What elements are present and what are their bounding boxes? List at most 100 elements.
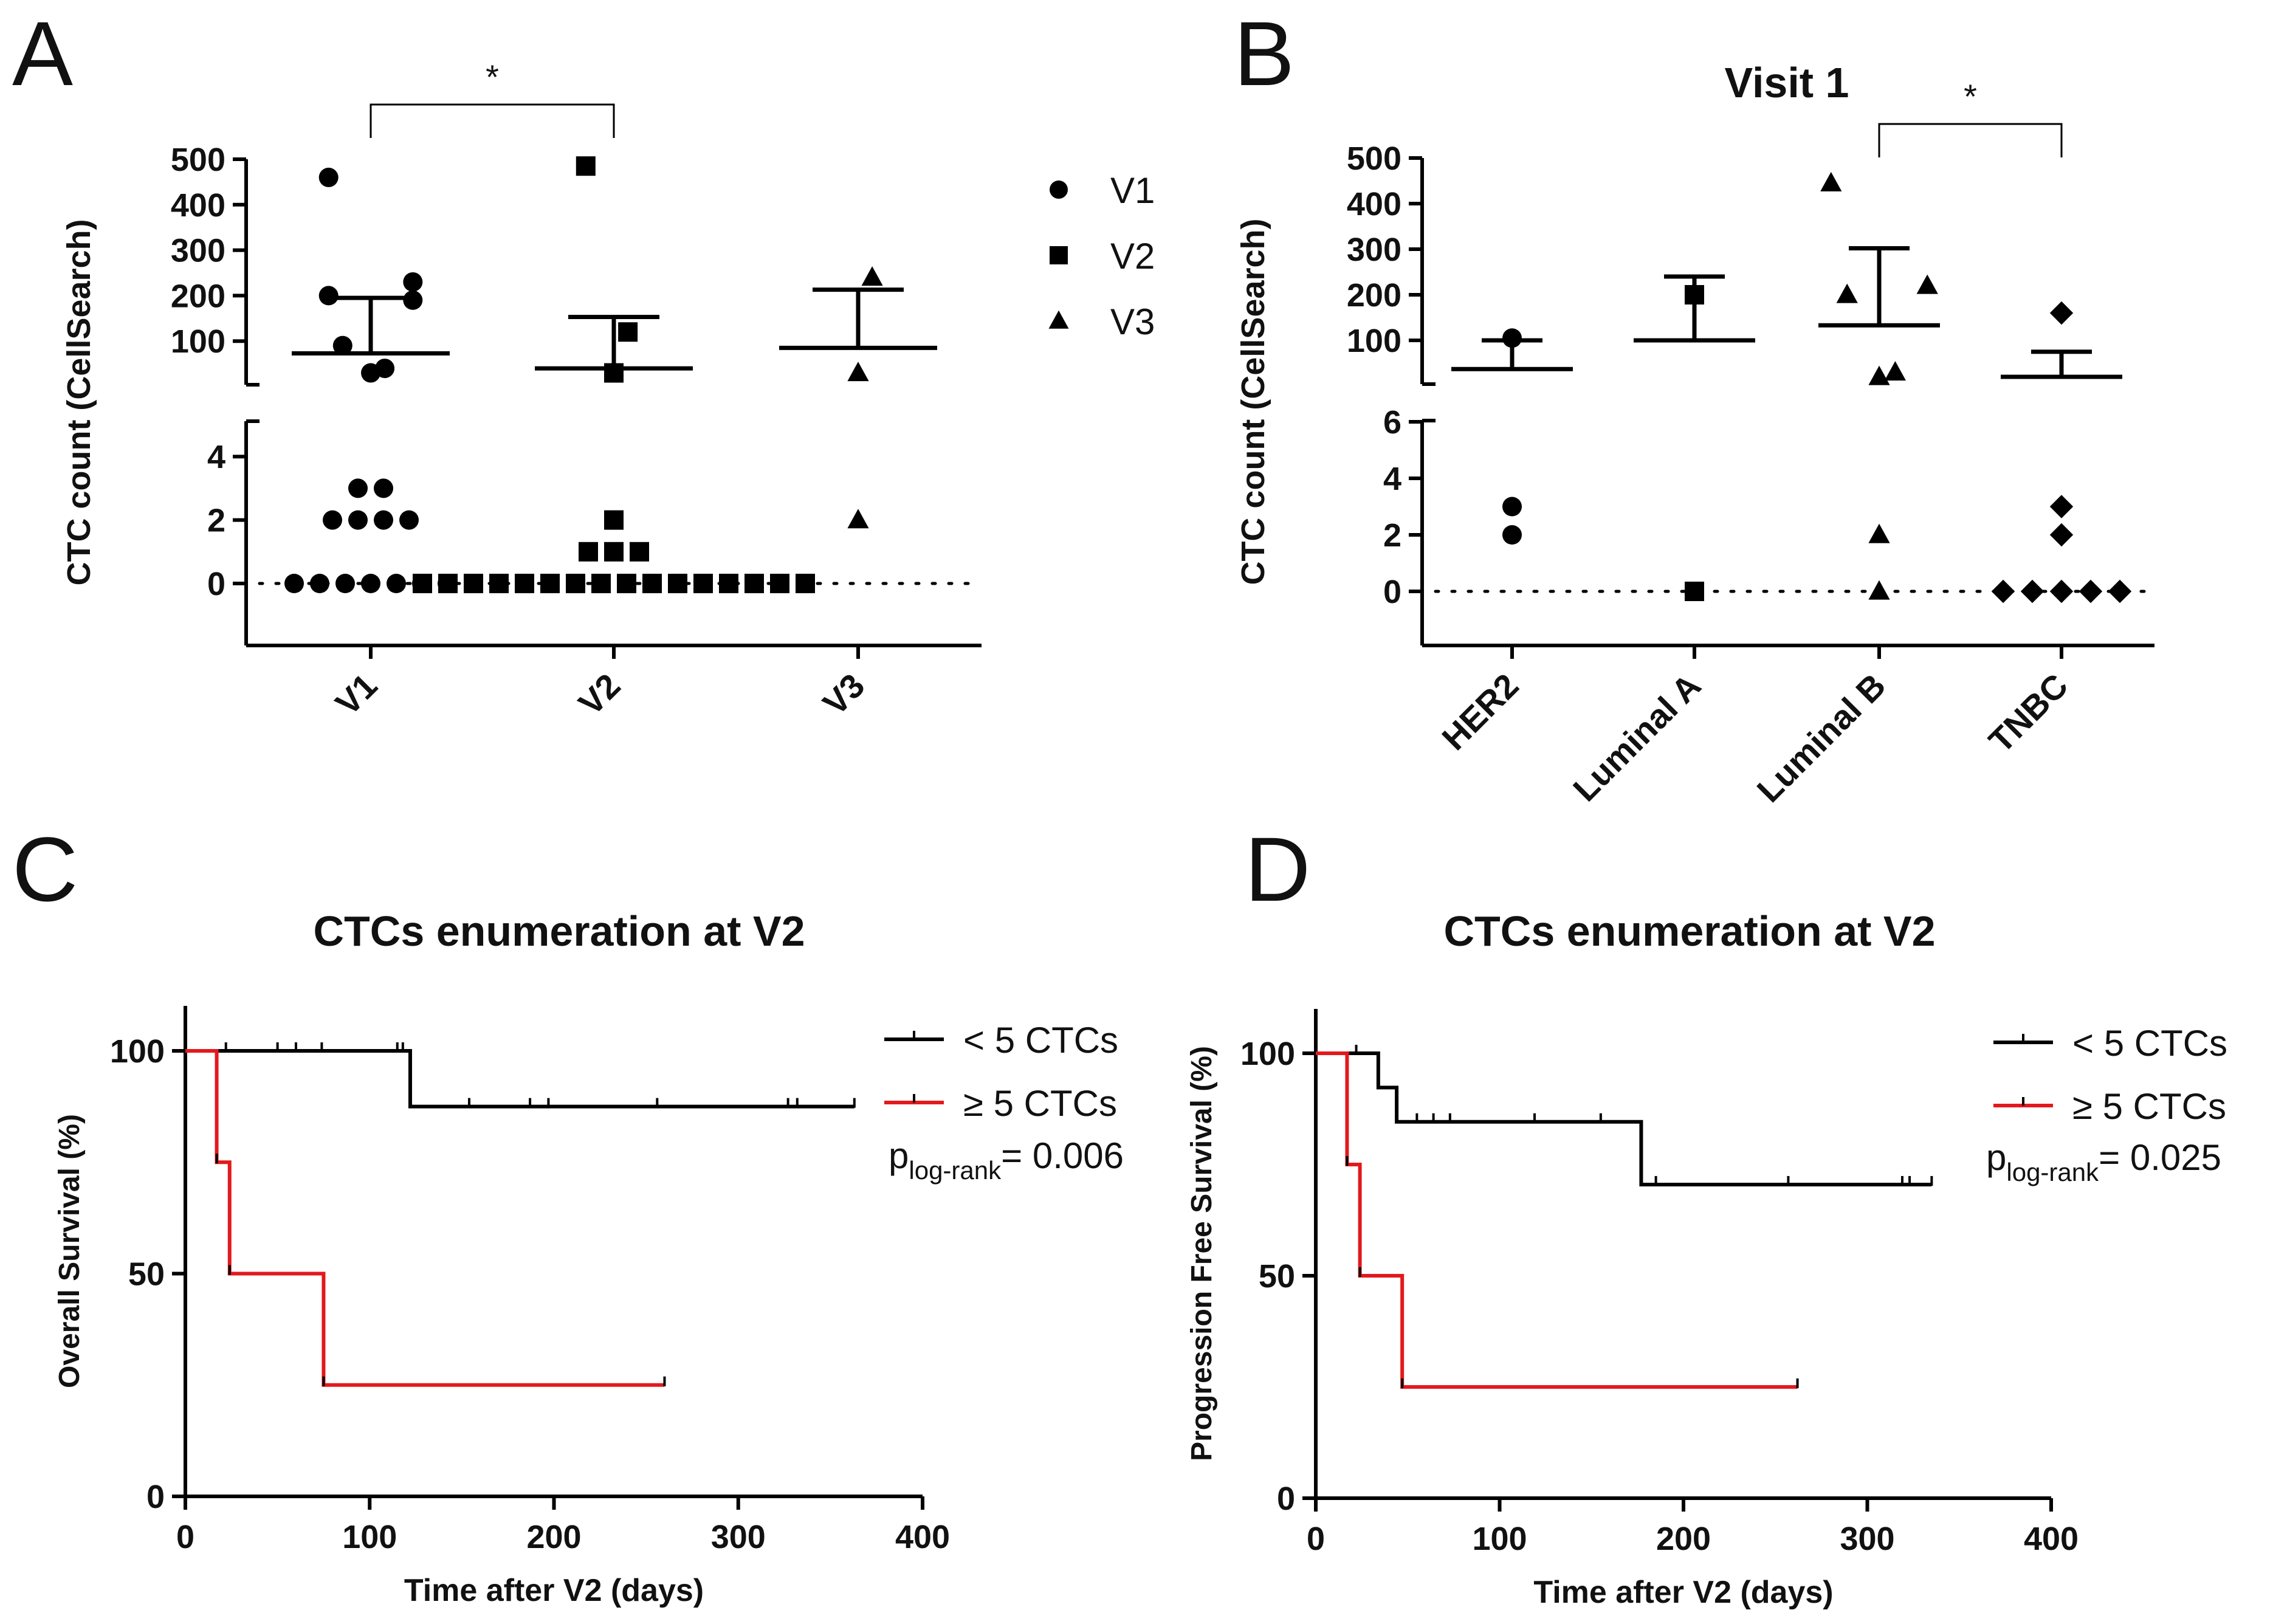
x-tick-label: 100 (342, 1519, 397, 1555)
y-tick-label: 300 (1347, 232, 1401, 268)
y-tick-label: 400 (1347, 186, 1401, 222)
data-point (847, 509, 869, 529)
data-point (1868, 580, 1890, 600)
data-point (693, 574, 713, 593)
data-point (515, 574, 534, 593)
x-tick-label: V1 (328, 666, 385, 723)
data-point (310, 574, 329, 593)
y-tick-label: 0 (146, 1479, 165, 1515)
p-value-text: = 0.006 (1001, 1135, 1124, 1176)
chart-title: Visit 1 (1725, 59, 1849, 106)
legend-label: < 5 CTCs (2072, 1023, 2227, 1064)
y-tick-label: 100 (110, 1033, 165, 1070)
y-tick-label: 300 (171, 233, 225, 269)
x-axis-title: Time after V2 (days) (1533, 1575, 1833, 1610)
data-point (413, 574, 432, 593)
x-tick-label: 400 (2024, 1521, 2079, 1557)
panel-letter-c: C (12, 818, 78, 920)
y-tick-label: 2 (1383, 517, 1401, 554)
legend-label: ≥ 5 CTCs (963, 1083, 1117, 1124)
p-value-symbol: p (1986, 1137, 2006, 1178)
significance-bracket (1878, 123, 2063, 157)
data-point (464, 574, 483, 593)
y-tick-label: 6 (1383, 404, 1401, 441)
y-tick-label: 100 (1347, 323, 1401, 359)
y-tick-label: 4 (207, 439, 225, 475)
y-tick-label: 0 (1277, 1481, 1295, 1517)
x-tick-label: 100 (1472, 1521, 1527, 1557)
significance-star: * (486, 58, 499, 96)
x-tick-label: 400 (895, 1519, 950, 1555)
x-tick-label: V2 (571, 666, 628, 723)
data-point (668, 574, 687, 593)
panel-letter-d: D (1245, 818, 1310, 920)
x-tick-label: HER2 (1434, 666, 1525, 757)
x-tick-label: 200 (1656, 1521, 1711, 1557)
data-point (387, 574, 406, 593)
p-value-annotation: plog-rank= 0.025 (1986, 1137, 2221, 1186)
data-point (399, 510, 419, 530)
data-point (2049, 495, 2074, 518)
data-point (540, 574, 560, 593)
data-point (630, 542, 649, 562)
data-point (1502, 328, 1522, 348)
data-point (744, 574, 764, 593)
legend-marker (1050, 181, 1068, 199)
data-point (642, 574, 662, 593)
legend-label: V3 (1110, 301, 1155, 342)
data-point (1868, 365, 1890, 385)
legend-label: V2 (1110, 236, 1155, 277)
data-point (1820, 171, 1842, 191)
y-tick-label: 500 (171, 142, 225, 178)
survival-curve (1316, 1051, 1798, 1389)
x-axis-title: Time after V2 (days) (404, 1573, 704, 1608)
data-point (2020, 579, 2044, 604)
y-tick-label: 200 (171, 278, 225, 314)
data-point (2108, 579, 2132, 604)
data-point (318, 167, 339, 187)
data-point (348, 478, 368, 498)
data-point (1916, 274, 1938, 294)
data-point (323, 510, 342, 530)
legend-label: V1 (1110, 170, 1155, 211)
survival-curve (185, 1049, 855, 1109)
data-point (1502, 525, 1522, 545)
legend-label: < 5 CTCs (963, 1020, 1118, 1061)
panel-letter-b: B (1234, 2, 1295, 105)
y-tick-label: 100 (1240, 1036, 1295, 1072)
legend-marker (1050, 246, 1068, 264)
x-tick-label: Luminal B (1750, 666, 1893, 810)
x-tick-label: 0 (1307, 1521, 1325, 1557)
data-point (2079, 579, 2103, 604)
data-point (2049, 301, 2074, 325)
data-point (2049, 523, 2074, 547)
chart-title: CTCs enumeration at V2 (313, 907, 805, 955)
data-point (1502, 497, 1522, 517)
y-tick-label: 200 (1347, 277, 1401, 314)
data-point (618, 322, 638, 342)
y-tick-label: 50 (1259, 1258, 1295, 1295)
y-tick-label: 2 (207, 503, 225, 539)
y-tick-label: 50 (128, 1256, 165, 1293)
y-tick-label: 500 (1347, 140, 1401, 177)
data-point (1884, 361, 1906, 381)
y-tick-label: 0 (1383, 574, 1401, 610)
data-point (332, 335, 352, 356)
y-axis-title: CTC count (CellSearch) (1235, 218, 1271, 585)
y-tick-label: 100 (171, 323, 225, 360)
data-point (284, 574, 304, 593)
legend-marker (1048, 310, 1069, 329)
data-point (438, 574, 458, 593)
x-tick-label: 200 (526, 1519, 581, 1555)
panel-b-scatter: 0 2 4 6 100 200 300 400 500 CTC count (CellSearch… (1235, 59, 2154, 810)
p-value-subscript: log-rank (909, 1156, 1002, 1185)
x-tick-label: 0 (176, 1519, 194, 1555)
y-axis-title: Progression Free Survival (%) (1186, 1046, 1218, 1461)
data-point (770, 574, 789, 593)
data-point (318, 286, 339, 306)
y-tick-label: 0 (207, 566, 225, 602)
panel-a-scatter: 0 2 4 100 200 300 400 500 CTC count (CellSearch)… (61, 58, 1155, 723)
data-point (1868, 523, 1890, 543)
x-tick-label: V3 (816, 666, 872, 723)
